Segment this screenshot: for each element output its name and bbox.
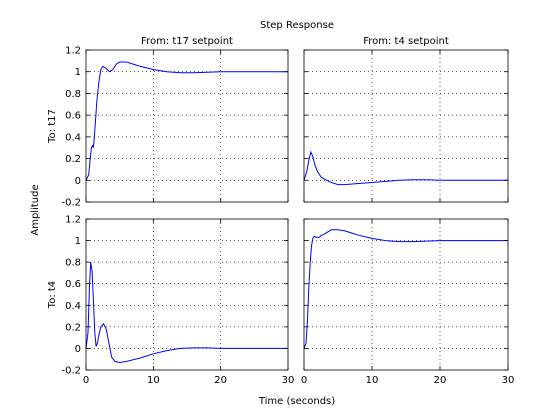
plot-area-1-1: [304, 219, 508, 370]
y-tick-label: 0.2: [65, 154, 81, 165]
x-tick-label: 20: [434, 375, 447, 386]
y-tick-label: 0.8: [65, 89, 81, 100]
y-tick-label: 1.2: [65, 215, 81, 226]
label-layer: -0.200.20.40.60.811.2-0.200.20.40.60.811…: [30, 20, 514, 407]
y-tick-label: 0.4: [65, 132, 81, 143]
axes-layer: [86, 50, 508, 370]
plot-area-0-0: [86, 50, 288, 202]
y-tick-label: 0: [75, 344, 81, 355]
step-response-line-0-0: [85, 61, 288, 181]
plot-area-0-1: [304, 50, 508, 202]
y-tick-label: 0.6: [65, 279, 81, 290]
y-tick-label: 1: [75, 67, 81, 78]
y-tick-label: 0: [75, 176, 81, 187]
column-title-2: From: t4 setpoint: [363, 36, 449, 47]
x-tick-label: 10: [147, 375, 160, 386]
y-axis-label: Amplitude: [30, 184, 41, 235]
frame-layer: [85, 49, 509, 371]
y-tick-label: 0.2: [65, 322, 81, 333]
step-response-line-1-0: [85, 262, 288, 363]
x-axis-label: Time (seconds): [258, 396, 335, 407]
x-tick-label: 0: [301, 375, 307, 386]
x-tick-label: 0: [83, 375, 89, 386]
plot-area-1-0: [86, 219, 288, 370]
row-label-1: To: t17: [47, 109, 58, 144]
x-tick-label: 30: [282, 375, 295, 386]
data-layer: [85, 61, 508, 363]
row-label-2: To: t4: [47, 281, 58, 309]
y-tick-label: 0.6: [65, 111, 81, 122]
y-tick-label: 1.2: [65, 46, 81, 57]
step-response-line-0-1: [303, 150, 508, 186]
chart-title: Step Response: [260, 20, 334, 31]
axes-frame-1-1: [303, 218, 509, 371]
y-tick-label: 1: [75, 236, 81, 247]
axes-frame-0-0: [85, 49, 289, 203]
axes-frame-0-1: [303, 49, 509, 203]
column-title-1: From: t17 setpoint: [141, 36, 233, 47]
axes-frame-1-0: [85, 218, 289, 371]
x-tick-label: 20: [214, 375, 227, 386]
y-tick-label: -0.2: [61, 198, 81, 209]
y-tick-label: 0.8: [65, 258, 81, 269]
x-tick-label: 30: [502, 375, 515, 386]
step-response-line-1-1: [303, 229, 508, 349]
x-tick-label: 10: [366, 375, 379, 386]
y-tick-label: -0.2: [61, 366, 81, 377]
y-tick-label: 0.4: [65, 301, 81, 312]
